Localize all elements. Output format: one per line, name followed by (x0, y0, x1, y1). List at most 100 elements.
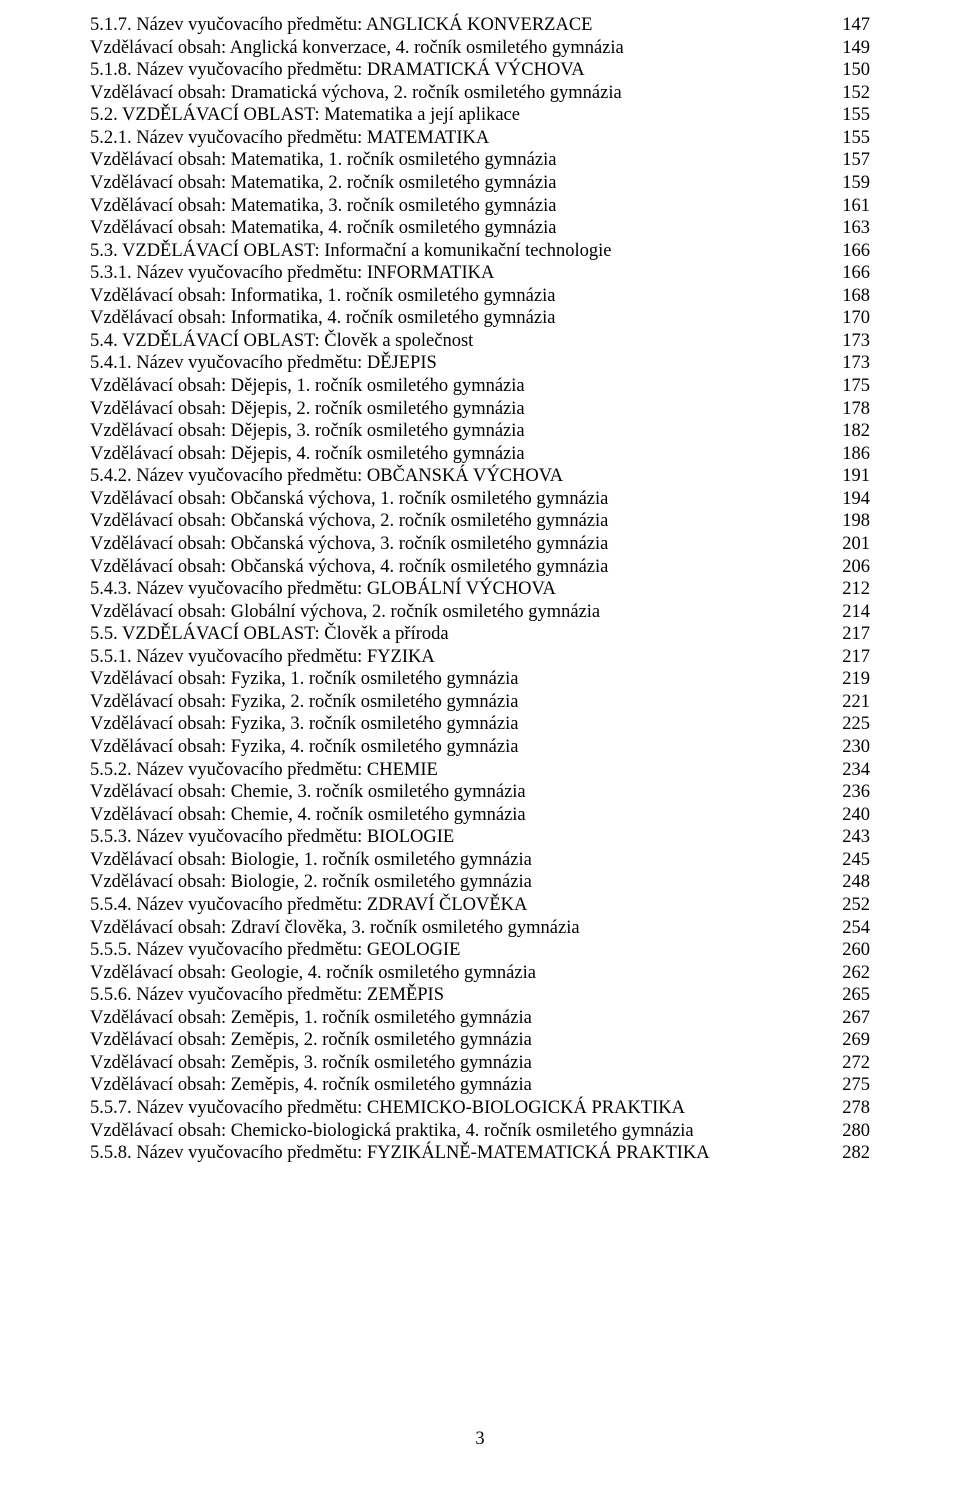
toc-entry-page: 161 (838, 195, 870, 218)
toc-entry-page: 149 (838, 37, 870, 60)
toc-entry-title: Vzdělávací obsah: Občanská výchova, 4. r… (90, 556, 608, 579)
toc-entry-page: 262 (838, 962, 870, 985)
toc-entry-title: Vzdělávací obsah: Občanská výchova, 3. r… (90, 533, 608, 556)
toc-entry-page: 147 (838, 14, 870, 37)
toc-entry: Vzdělávací obsah: Geologie, 4. ročník os… (90, 962, 870, 985)
toc-entry: Vzdělávací obsah: Občanská výchova, 2. r… (90, 510, 870, 533)
toc-entry: 5.1.7. Název vyučovacího předmětu: ANGLI… (90, 14, 870, 37)
toc-entry: Vzdělávací obsah: Dějepis, 3. ročník osm… (90, 420, 870, 443)
toc-entry: 5.5.7. Název vyučovacího předmětu: CHEMI… (90, 1097, 870, 1120)
toc-entry-title: 5.5.4. Název vyučovacího předmětu: ZDRAV… (90, 894, 527, 917)
toc-entry-title: Vzdělávací obsah: Dějepis, 4. ročník osm… (90, 443, 525, 466)
toc-entry-title: 5.4. VZDĚLÁVACÍ OBLAST: Člověk a společn… (90, 330, 473, 353)
toc-entry-title: 5.3. VZDĚLÁVACÍ OBLAST: Informační a kom… (90, 240, 611, 263)
toc-entry: Vzdělávací obsah: Fyzika, 4. ročník osmi… (90, 736, 870, 759)
toc-entry-title: Vzdělávací obsah: Zeměpis, 3. ročník osm… (90, 1052, 532, 1075)
document-page: 5.1.7. Název vyučovacího předmětu: ANGLI… (0, 0, 960, 1490)
toc-entry-title: Vzdělávací obsah: Občanská výchova, 2. r… (90, 510, 608, 533)
toc-entry-title: Vzdělávací obsah: Globální výchova, 2. r… (90, 601, 600, 624)
toc-entry: Vzdělávací obsah: Matematika, 1. ročník … (90, 149, 870, 172)
toc-entry-title: Vzdělávací obsah: Biologie, 2. ročník os… (90, 871, 532, 894)
toc-entry-title: Vzdělávací obsah: Chemie, 3. ročník osmi… (90, 781, 526, 804)
toc-entry: Vzdělávací obsah: Fyzika, 1. ročník osmi… (90, 668, 870, 691)
toc-entry: Vzdělávací obsah: Dějepis, 1. ročník osm… (90, 375, 870, 398)
toc-entry: 5.5.6. Název vyučovacího předmětu: ZEMĚP… (90, 984, 870, 1007)
toc-entry: Vzdělávací obsah: Občanská výchova, 4. r… (90, 556, 870, 579)
toc-entry: Vzdělávací obsah: Biologie, 2. ročník os… (90, 871, 870, 894)
toc-entry-page: 186 (838, 443, 870, 466)
toc-entry: Vzdělávací obsah: Chemie, 4. ročník osmi… (90, 804, 870, 827)
toc-entry: Vzdělávací obsah: Zeměpis, 1. ročník osm… (90, 1007, 870, 1030)
toc-entry-page: 245 (838, 849, 870, 872)
toc-entry: Vzdělávací obsah: Fyzika, 3. ročník osmi… (90, 713, 870, 736)
toc-entry-page: 260 (838, 939, 870, 962)
table-of-contents: 5.1.7. Název vyučovacího předmětu: ANGLI… (90, 14, 870, 1165)
toc-entry-page: 182 (838, 420, 870, 443)
toc-entry-title: 5.5. VZDĚLÁVACÍ OBLAST: Člověk a příroda (90, 623, 449, 646)
toc-entry-page: 236 (838, 781, 870, 804)
toc-entry: Vzdělávací obsah: Globální výchova, 2. r… (90, 601, 870, 624)
toc-entry: Vzdělávací obsah: Matematika, 3. ročník … (90, 195, 870, 218)
toc-entry: 5.4. VZDĚLÁVACÍ OBLAST: Člověk a společn… (90, 330, 870, 353)
toc-entry-title: Vzdělávací obsah: Biologie, 1. ročník os… (90, 849, 532, 872)
toc-entry-page: 214 (838, 601, 870, 624)
toc-entry-title: Vzdělávací obsah: Chemicko-biologická pr… (90, 1120, 694, 1143)
toc-entry-page: 267 (838, 1007, 870, 1030)
toc-entry-page: 173 (838, 330, 870, 353)
toc-entry-title: 5.1.8. Název vyučovacího předmětu: DRAMA… (90, 59, 585, 82)
toc-entry: Vzdělávací obsah: Dějepis, 4. ročník osm… (90, 443, 870, 466)
toc-entry-page: 178 (838, 398, 870, 421)
toc-entry-title: 5.5.1. Název vyučovacího předmětu: FYZIK… (90, 646, 435, 669)
toc-entry-page: 166 (838, 262, 870, 285)
toc-entry-page: 243 (838, 826, 870, 849)
toc-entry-title: Vzdělávací obsah: Informatika, 1. ročník… (90, 285, 555, 308)
toc-entry: 5.5.5. Název vyučovacího předmětu: GEOLO… (90, 939, 870, 962)
toc-entry-page: 173 (838, 352, 870, 375)
toc-entry-page: 254 (838, 917, 870, 940)
toc-entry-title: 5.5.8. Název vyučovacího předmětu: FYZIK… (90, 1142, 710, 1165)
toc-entry: Vzdělávací obsah: Fyzika, 2. ročník osmi… (90, 691, 870, 714)
toc-entry: 5.5.1. Název vyučovacího předmětu: FYZIK… (90, 646, 870, 669)
toc-entry: Vzdělávací obsah: Informatika, 4. ročník… (90, 307, 870, 330)
toc-entry: 5.3. VZDĚLÁVACÍ OBLAST: Informační a kom… (90, 240, 870, 263)
toc-entry-page: 198 (838, 510, 870, 533)
toc-entry-page: 221 (838, 691, 870, 714)
toc-entry-page: 170 (838, 307, 870, 330)
toc-entry: 5.4.1. Název vyučovacího předmětu: DĚJEP… (90, 352, 870, 375)
toc-entry-page: 269 (838, 1029, 870, 1052)
toc-entry-page: 155 (838, 104, 870, 127)
toc-entry-title: 5.4.1. Název vyučovacího předmětu: DĚJEP… (90, 352, 437, 375)
toc-entry-title: Vzdělávací obsah: Matematika, 1. ročník … (90, 149, 556, 172)
toc-entry-page: 157 (838, 149, 870, 172)
toc-entry: Vzdělávací obsah: Chemie, 3. ročník osmi… (90, 781, 870, 804)
toc-entry-page: 275 (838, 1074, 870, 1097)
toc-entry-page: 201 (838, 533, 870, 556)
toc-entry: 5.1.8. Název vyučovacího předmětu: DRAMA… (90, 59, 870, 82)
toc-entry: Vzdělávací obsah: Chemicko-biologická pr… (90, 1120, 870, 1143)
toc-entry-title: Vzdělávací obsah: Zeměpis, 2. ročník osm… (90, 1029, 532, 1052)
toc-entry-title: Vzdělávací obsah: Fyzika, 2. ročník osmi… (90, 691, 518, 714)
toc-entry-page: 217 (838, 623, 870, 646)
toc-entry: 5.3.1. Název vyučovacího předmětu: INFOR… (90, 262, 870, 285)
toc-entry-page: 234 (838, 759, 870, 782)
toc-entry-page: 282 (838, 1142, 870, 1165)
toc-entry-title: Vzdělávací obsah: Fyzika, 4. ročník osmi… (90, 736, 518, 759)
toc-entry: 5.5.4. Název vyučovacího předmětu: ZDRAV… (90, 894, 870, 917)
toc-entry-title: Vzdělávací obsah: Matematika, 4. ročník … (90, 217, 556, 240)
toc-entry-page: 212 (838, 578, 870, 601)
toc-entry-page: 150 (838, 59, 870, 82)
toc-entry-page: 175 (838, 375, 870, 398)
toc-entry: 5.5.8. Název vyučovacího předmětu: FYZIK… (90, 1142, 870, 1165)
toc-entry-page: 194 (838, 488, 870, 511)
toc-entry-title: Vzdělávací obsah: Dějepis, 3. ročník osm… (90, 420, 525, 443)
toc-entry-title: 5.5.7. Název vyučovacího předmětu: CHEMI… (90, 1097, 685, 1120)
toc-entry: Vzdělávací obsah: Dějepis, 2. ročník osm… (90, 398, 870, 421)
toc-entry-title: 5.4.2. Název vyučovacího předmětu: OBČAN… (90, 465, 563, 488)
toc-entry-page: 225 (838, 713, 870, 736)
toc-entry-page: 248 (838, 871, 870, 894)
toc-entry-title: Vzdělávací obsah: Informatika, 4. ročník… (90, 307, 555, 330)
toc-entry-title: Vzdělávací obsah: Fyzika, 1. ročník osmi… (90, 668, 518, 691)
toc-entry-title: Vzdělávací obsah: Fyzika, 3. ročník osmi… (90, 713, 518, 736)
toc-entry: 5.2.1. Název vyučovacího předmětu: MATEM… (90, 127, 870, 150)
toc-entry: 5.5.3. Název vyučovacího předmětu: BIOLO… (90, 826, 870, 849)
